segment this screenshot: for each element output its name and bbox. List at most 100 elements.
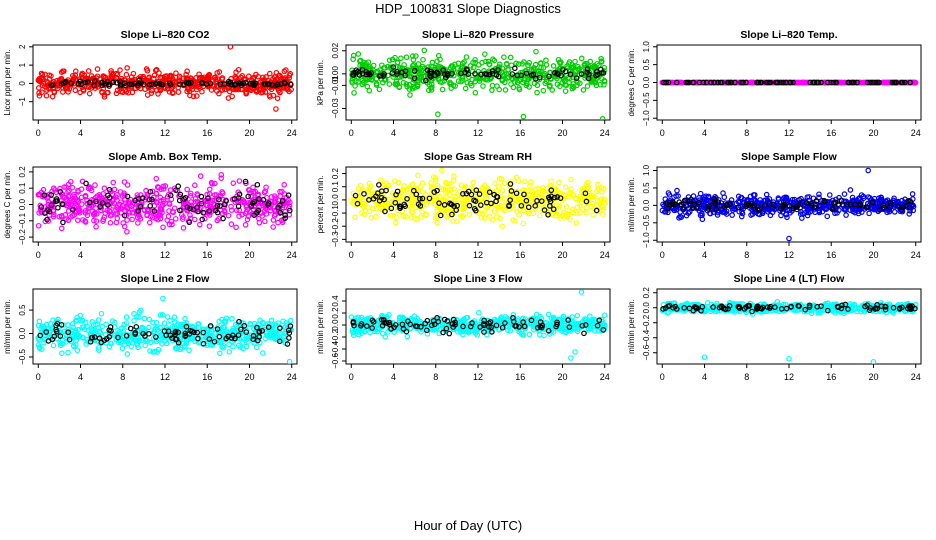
data-point [160, 186, 167, 192]
data-point [215, 196, 222, 203]
data-point [259, 202, 266, 209]
data-point [460, 191, 466, 197]
data-point [355, 51, 362, 57]
data-point [250, 333, 257, 339]
x-tick-label: 8 [744, 250, 749, 260]
data-point [567, 71, 574, 78]
data-point [46, 212, 53, 218]
data-point [260, 350, 266, 356]
data-point [454, 65, 461, 72]
data-point [39, 209, 45, 215]
data-point [61, 322, 67, 328]
data-point [811, 204, 818, 211]
data-point [573, 220, 580, 226]
data-point [102, 81, 108, 87]
data-point [352, 192, 359, 199]
data-point [502, 87, 509, 93]
data-point [235, 80, 242, 86]
data-point [110, 203, 117, 209]
data-point [457, 202, 463, 209]
data-point [172, 319, 178, 326]
x-tick-label: 24 [600, 372, 610, 382]
data-point [751, 202, 758, 209]
data-point [197, 173, 204, 179]
data-point [183, 323, 190, 330]
outlier-point [520, 113, 527, 120]
data-point [532, 203, 539, 209]
data-point [390, 64, 397, 70]
data-point [102, 210, 109, 216]
data-point [91, 217, 97, 224]
data-point [556, 203, 562, 210]
data-point [394, 59, 401, 66]
data-point [236, 318, 242, 325]
data-point [150, 319, 156, 326]
data-point [281, 181, 287, 188]
data-point [386, 81, 393, 87]
data-point [569, 85, 576, 92]
x-tick-label: 12 [160, 128, 170, 138]
data-point [39, 89, 45, 96]
data-point [121, 179, 128, 185]
data-point [167, 317, 173, 324]
data-point [899, 79, 906, 86]
data-point [530, 210, 537, 217]
data-point [53, 328, 60, 335]
data-point [169, 208, 176, 215]
data-point [432, 197, 438, 204]
data-point [773, 79, 779, 86]
data-point [132, 331, 138, 337]
data-point [176, 75, 183, 81]
data-point [851, 79, 857, 86]
data-point [155, 346, 162, 353]
data-point [93, 218, 100, 224]
y-axis-label: ml/min per min. [3, 299, 12, 354]
data-point [85, 327, 92, 334]
y-tick-label: −0.2 [331, 329, 340, 345]
data-point [835, 201, 842, 208]
data-point [121, 212, 128, 219]
data-point [79, 70, 86, 77]
data-point [350, 52, 357, 59]
data-point [187, 190, 194, 197]
data-point [573, 75, 580, 81]
data-point [203, 81, 210, 87]
data-point [131, 310, 137, 317]
data-point [182, 330, 189, 337]
data-point [50, 342, 57, 349]
x-tick-label: 8 [744, 128, 749, 138]
data-point [194, 204, 200, 211]
data-point [223, 335, 230, 342]
data-point [413, 53, 419, 59]
y-axis-label: Licor ppm per min. [3, 49, 12, 115]
data-point [184, 320, 190, 327]
data-point [47, 327, 54, 333]
x-tick-label: 8 [433, 128, 438, 138]
data-point [106, 207, 113, 214]
data-point [151, 72, 158, 79]
data-point [222, 201, 228, 208]
x-tick-label: 24 [287, 372, 297, 382]
data-point [414, 190, 421, 196]
data-point [799, 211, 806, 217]
y-tick-label: 0.1 [331, 181, 340, 193]
data-point [183, 71, 189, 78]
data-point [189, 86, 196, 93]
data-point [536, 212, 543, 219]
data-point [485, 58, 492, 65]
x-tick-label: 12 [784, 128, 794, 138]
data-point [463, 66, 470, 72]
data-point [436, 200, 442, 206]
x-tick-label: 24 [911, 250, 921, 260]
data-point [850, 208, 856, 215]
data-point [287, 323, 294, 329]
data-point [867, 195, 873, 201]
data-point [164, 217, 171, 223]
data-point [89, 319, 96, 325]
data-point [80, 217, 86, 223]
data-point [101, 94, 108, 100]
data-point [386, 200, 393, 207]
data-point [690, 79, 696, 86]
data-point [280, 318, 286, 325]
data-point [571, 71, 577, 77]
